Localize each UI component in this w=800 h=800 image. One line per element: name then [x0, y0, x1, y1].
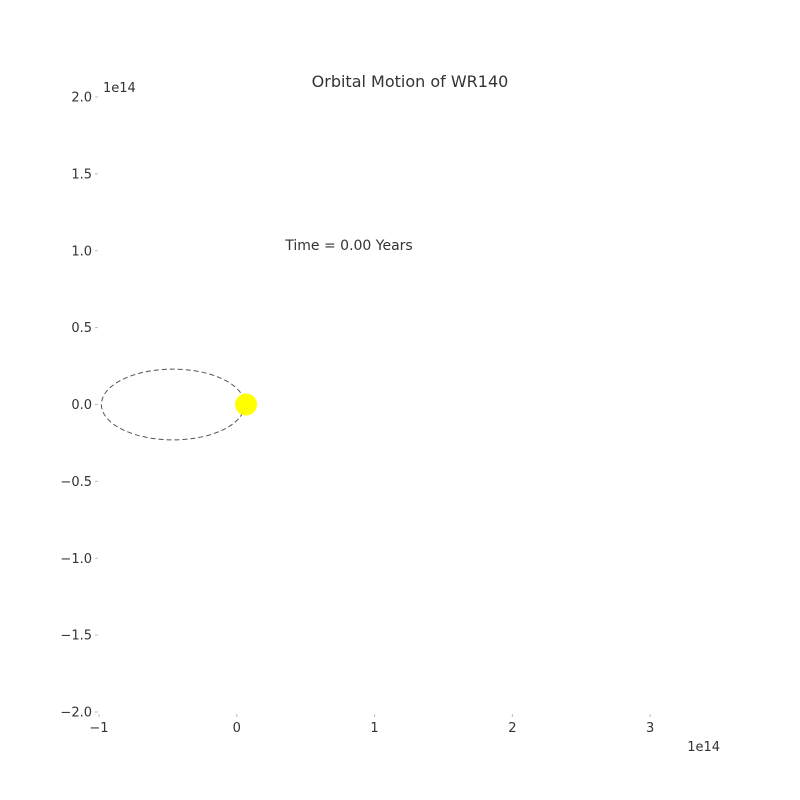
star-marker	[235, 393, 258, 416]
y-tick-label: 1.5	[71, 167, 92, 182]
orbit-path	[100, 368, 246, 441]
y-tick-label: −1.0	[60, 552, 92, 567]
y-tick-label: 2.0	[71, 91, 92, 106]
x-tick-label: −1	[89, 721, 108, 736]
y-axis-offset-label: 1e14	[103, 81, 136, 96]
time-annotation: Time = 0.00 Years	[284, 238, 412, 254]
y-tick-label: 0.5	[71, 321, 92, 336]
y-tick-label: −2.0	[60, 706, 92, 721]
x-tick-label: 0	[233, 721, 241, 736]
x-tick-label: 1	[370, 721, 378, 736]
chart-title: Orbital Motion of WR140	[312, 72, 509, 91]
x-axis-offset-label: 1e14	[687, 740, 720, 755]
x-tick-label: 2	[508, 721, 516, 736]
y-tick-label: 0.0	[71, 398, 92, 413]
y-tick-label: 1.0	[71, 244, 92, 259]
y-tick-label: −1.5	[60, 629, 92, 644]
y-axis-ticks: 2.0 1.5 1.0 0.5 0.0 −0.5 −1.0 −1.5 −2.0	[60, 91, 98, 721]
x-tick-label: 3	[646, 721, 654, 736]
y-tick-label: −0.5	[60, 475, 92, 490]
x-axis-ticks: −1 0 1 2 3	[89, 714, 654, 736]
